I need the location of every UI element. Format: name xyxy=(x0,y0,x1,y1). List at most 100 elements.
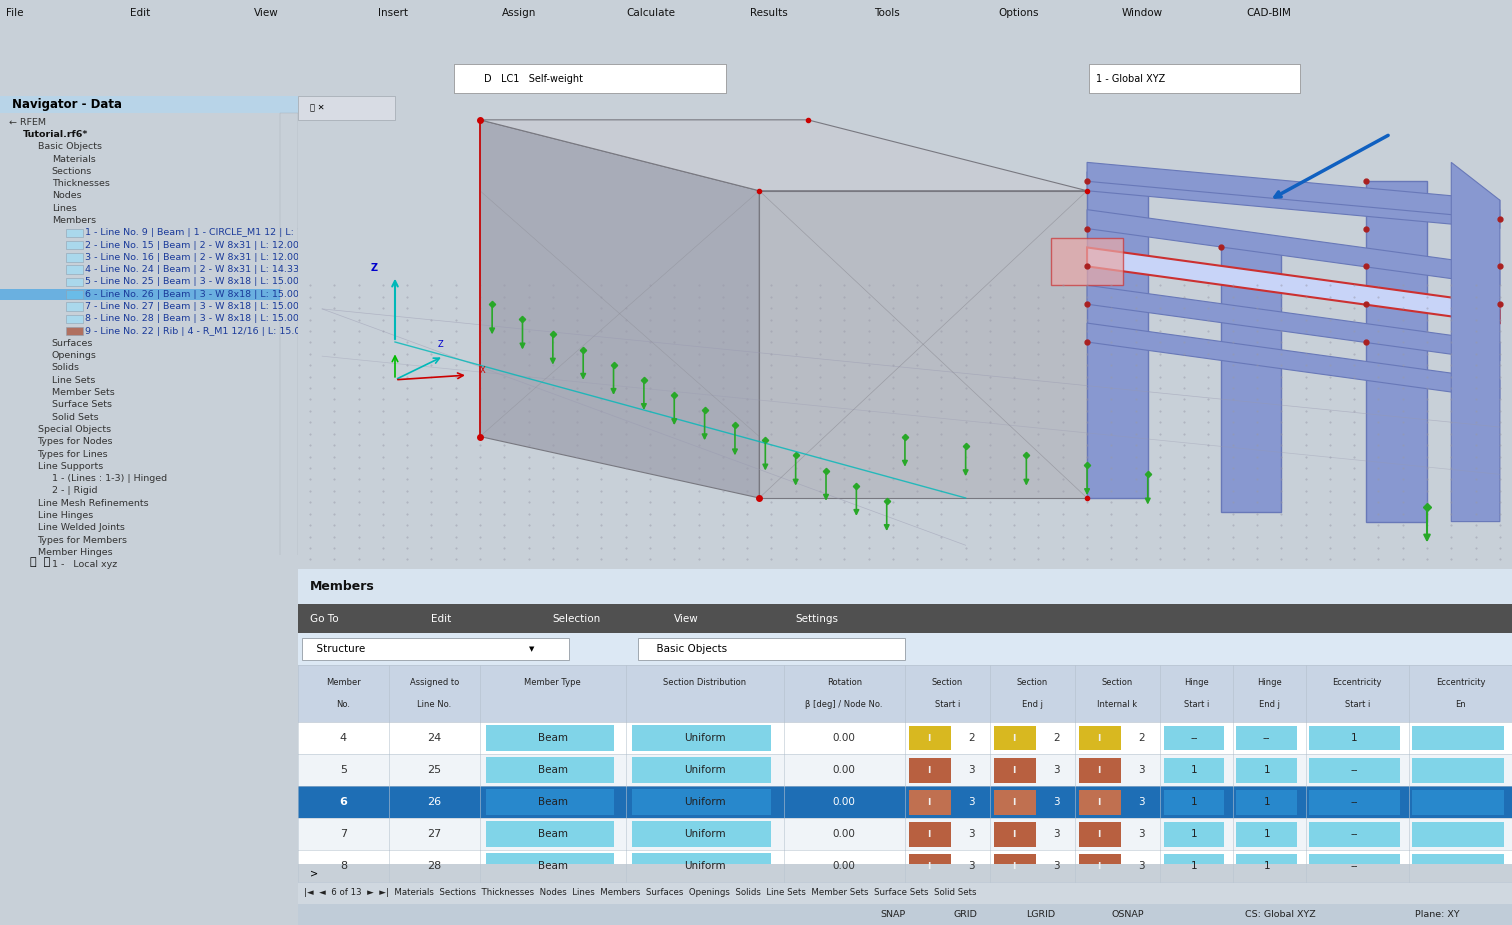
Text: Beam: Beam xyxy=(538,765,569,775)
Text: Start i: Start i xyxy=(1184,699,1210,709)
Text: Results: Results xyxy=(750,8,788,18)
Text: Start i: Start i xyxy=(1344,699,1370,709)
FancyBboxPatch shape xyxy=(1412,790,1503,815)
FancyBboxPatch shape xyxy=(1078,790,1120,815)
FancyBboxPatch shape xyxy=(1237,725,1297,750)
Text: Internal k: Internal k xyxy=(1098,699,1137,709)
Text: Openings: Openings xyxy=(51,352,97,360)
FancyBboxPatch shape xyxy=(1309,854,1400,879)
FancyBboxPatch shape xyxy=(1309,790,1400,815)
Text: I: I xyxy=(1098,797,1101,807)
Text: Line Hinges: Line Hinges xyxy=(38,511,92,520)
FancyBboxPatch shape xyxy=(1412,854,1503,879)
Text: Special Objects: Special Objects xyxy=(38,425,110,434)
FancyBboxPatch shape xyxy=(485,821,614,847)
Text: --: -- xyxy=(1350,861,1358,871)
Text: Uniform: Uniform xyxy=(683,861,726,871)
FancyBboxPatch shape xyxy=(632,725,771,751)
FancyBboxPatch shape xyxy=(1078,758,1120,783)
FancyBboxPatch shape xyxy=(0,555,298,569)
Text: Member: Member xyxy=(327,678,361,687)
Text: 28: 28 xyxy=(428,861,442,871)
Text: Assigned to: Assigned to xyxy=(410,678,460,687)
FancyBboxPatch shape xyxy=(638,638,904,660)
FancyBboxPatch shape xyxy=(632,789,771,815)
FancyBboxPatch shape xyxy=(67,228,83,237)
FancyBboxPatch shape xyxy=(298,882,1512,904)
Text: Solid Sets: Solid Sets xyxy=(51,413,98,422)
Text: X: X xyxy=(479,365,485,375)
Polygon shape xyxy=(1087,172,1500,228)
FancyBboxPatch shape xyxy=(298,865,1512,882)
Text: 7 - Line No. 27 | Beam | 3 - W 8x18 | L: 15.00 ft: 7 - Line No. 27 | Beam | 3 - W 8x18 | L:… xyxy=(86,302,310,311)
Text: I: I xyxy=(1098,862,1101,870)
Text: Lines: Lines xyxy=(51,204,77,213)
FancyBboxPatch shape xyxy=(993,790,1036,815)
Text: Section Distribution: Section Distribution xyxy=(664,678,745,687)
Polygon shape xyxy=(1087,163,1500,219)
FancyBboxPatch shape xyxy=(485,757,614,783)
Text: Start i: Start i xyxy=(934,699,960,709)
Text: Uniform: Uniform xyxy=(683,733,726,743)
Text: Members: Members xyxy=(310,580,375,593)
Text: Beam: Beam xyxy=(538,829,569,839)
FancyBboxPatch shape xyxy=(298,786,1512,818)
Text: View: View xyxy=(674,613,699,623)
Text: Tools: Tools xyxy=(874,8,900,18)
Text: 1 - Global XYZ: 1 - Global XYZ xyxy=(1096,74,1166,83)
Polygon shape xyxy=(479,120,759,498)
Text: 4 - Line No. 24 | Beam | 2 - W 8x31 | L: 14.33 ft: 4 - Line No. 24 | Beam | 2 - W 8x31 | L:… xyxy=(86,265,310,274)
FancyBboxPatch shape xyxy=(632,853,771,880)
Text: Selection: Selection xyxy=(553,613,602,623)
Text: GRID: GRID xyxy=(954,910,977,919)
Polygon shape xyxy=(1367,181,1427,522)
Text: I: I xyxy=(927,797,931,807)
Text: Tutorial.rf6*: Tutorial.rf6* xyxy=(23,130,89,139)
Text: Z: Z xyxy=(437,339,443,349)
FancyBboxPatch shape xyxy=(298,96,395,120)
Text: En: En xyxy=(1455,699,1465,709)
FancyBboxPatch shape xyxy=(1078,854,1120,879)
Text: 3 - Line No. 16 | Beam | 2 - W 8x31 | L: 12.00 ft: 3 - Line No. 16 | Beam | 2 - W 8x31 | L:… xyxy=(86,253,310,262)
Text: 8 - Line No. 28 | Beam | 3 - W 8x18 | L: 15.00 ft: 8 - Line No. 28 | Beam | 3 - W 8x18 | L:… xyxy=(86,314,310,324)
Text: Sections: Sections xyxy=(51,166,92,176)
Text: 3: 3 xyxy=(1052,765,1060,775)
Text: I: I xyxy=(1013,734,1016,743)
Text: |◄  ◄  6 of 13  ►  ►|  Materials  Sections  Thicknesses  Nodes  Lines  Members  : |◄ ◄ 6 of 13 ► ►| Materials Sections Thi… xyxy=(304,888,977,897)
FancyBboxPatch shape xyxy=(67,240,83,250)
FancyBboxPatch shape xyxy=(1237,790,1297,815)
Text: CAD-BIM: CAD-BIM xyxy=(1246,8,1291,18)
FancyBboxPatch shape xyxy=(67,253,83,262)
Text: SNAP: SNAP xyxy=(880,910,906,919)
FancyBboxPatch shape xyxy=(1164,854,1225,879)
Text: 1: 1 xyxy=(1190,861,1198,871)
Text: Edit: Edit xyxy=(431,613,452,623)
FancyBboxPatch shape xyxy=(67,278,83,286)
Text: 5 - Line No. 25 | Beam | 3 - W 8x18 | L: 15.00 ft: 5 - Line No. 25 | Beam | 3 - W 8x18 | L:… xyxy=(86,278,310,287)
Text: End j: End j xyxy=(1022,699,1043,709)
FancyBboxPatch shape xyxy=(1237,854,1297,879)
FancyBboxPatch shape xyxy=(1089,64,1300,93)
Text: Hinge: Hinge xyxy=(1184,678,1208,687)
Text: 3: 3 xyxy=(1139,829,1145,839)
FancyBboxPatch shape xyxy=(298,754,1512,786)
Text: I: I xyxy=(1098,734,1101,743)
Text: End j: End j xyxy=(1258,699,1279,709)
Text: I: I xyxy=(1013,766,1016,774)
Text: Line Mesh Refinements: Line Mesh Refinements xyxy=(38,499,148,508)
FancyBboxPatch shape xyxy=(1164,790,1225,815)
FancyBboxPatch shape xyxy=(298,633,1512,665)
FancyBboxPatch shape xyxy=(1237,758,1297,783)
Text: Structure: Structure xyxy=(310,644,366,654)
Text: 3: 3 xyxy=(1139,861,1145,871)
Text: 3: 3 xyxy=(1139,765,1145,775)
Text: Member Sets: Member Sets xyxy=(51,388,115,397)
Text: Eccentricity: Eccentricity xyxy=(1332,678,1382,687)
Text: 1: 1 xyxy=(1190,765,1198,775)
FancyBboxPatch shape xyxy=(67,265,83,274)
FancyBboxPatch shape xyxy=(1412,725,1503,750)
FancyBboxPatch shape xyxy=(67,327,83,336)
FancyBboxPatch shape xyxy=(1309,821,1400,846)
Text: Calculate: Calculate xyxy=(626,8,674,18)
FancyBboxPatch shape xyxy=(1164,821,1225,846)
